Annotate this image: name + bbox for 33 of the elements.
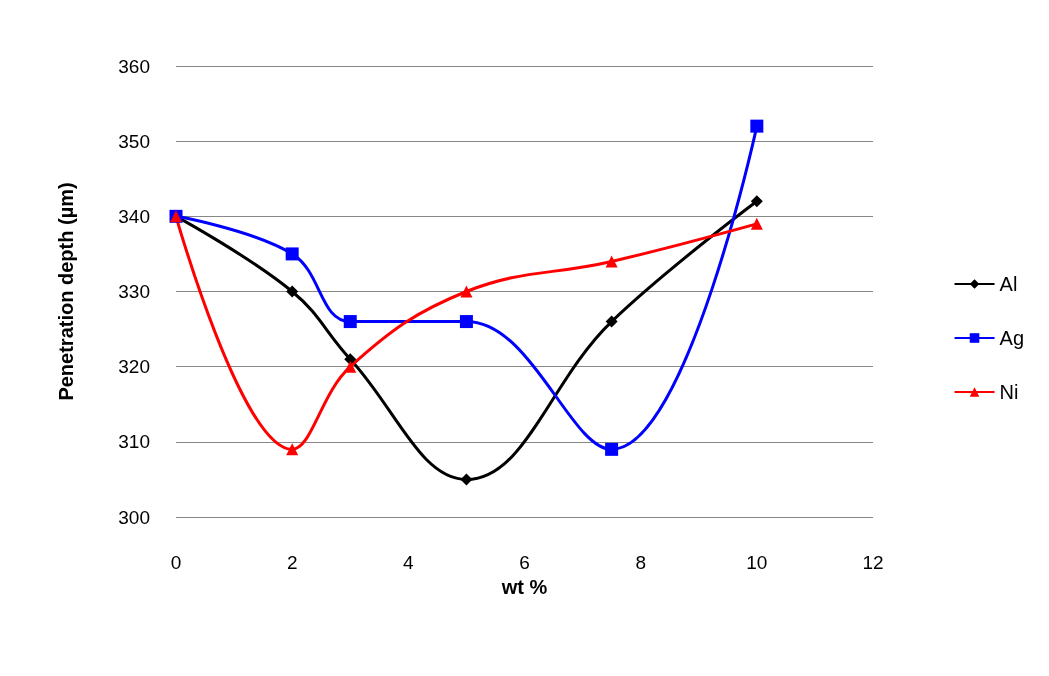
x-tick-label: 0 (170, 552, 182, 573)
y-axis-title: Penetration depth (µm) (55, 182, 77, 401)
point (750, 119, 764, 133)
y-tick-label: 310 (118, 431, 150, 453)
point (344, 360, 357, 373)
point (460, 473, 473, 486)
y-tick-label: 300 (118, 506, 150, 528)
x-tick-label: 6 (519, 552, 530, 573)
x-tick-label: 8 (635, 552, 646, 573)
legend-label: Ag (999, 327, 1025, 349)
point (750, 217, 763, 230)
y-tick-label: 350 (118, 130, 150, 152)
x-axis-title: wt % (500, 575, 548, 598)
point (343, 315, 357, 329)
point (605, 315, 618, 328)
y-tick-label: 360 (118, 55, 150, 77)
legend-label: Ni (999, 381, 1019, 403)
x-tick-label: 12 (862, 552, 884, 573)
point (286, 443, 299, 456)
point (460, 285, 473, 298)
point (459, 315, 473, 329)
y-tick-label: 320 (118, 356, 150, 378)
x-tick-label: 10 (746, 552, 768, 573)
point (750, 195, 763, 208)
y-tick-label: 340 (118, 205, 150, 227)
point (605, 255, 618, 268)
x-tick-label: 4 (403, 552, 415, 573)
x-tick-label: 2 (286, 552, 298, 573)
legend-label: Al (999, 273, 1018, 295)
point (286, 285, 299, 298)
y-tick-label: 330 (118, 281, 150, 302)
point (605, 442, 619, 456)
point (285, 247, 299, 261)
